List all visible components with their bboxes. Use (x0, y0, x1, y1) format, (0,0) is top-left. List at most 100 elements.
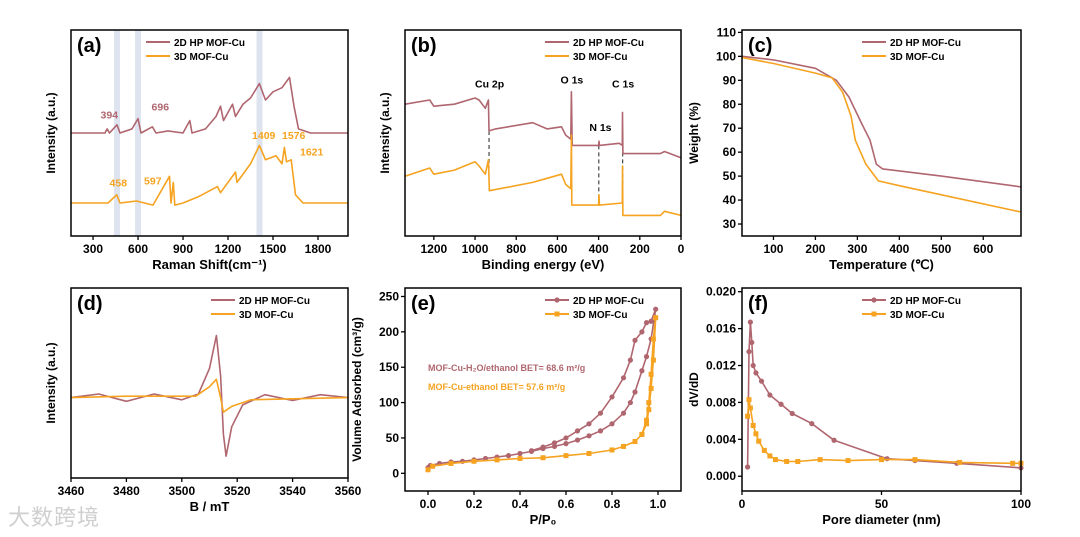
data-point (448, 460, 454, 466)
y-axis-label: Intensity (a.u.) (378, 92, 392, 173)
y-tick-label: 0.012 (706, 359, 736, 373)
annotation-label: N 1s (589, 122, 611, 134)
panel-label: (c) (748, 35, 772, 57)
y-tick-label: 200 (379, 325, 399, 339)
x-tick-label: 3480 (113, 484, 140, 498)
legend-label: 3D MOF-Cu (573, 310, 627, 321)
chart-panel-f: 0 50 100 0.000 0.004 0.008 0.012 0.016 0.020 Pore… (687, 285, 1031, 527)
data-point (744, 464, 751, 470)
y-tick-label: 30 (723, 217, 737, 231)
x-tick-label: 1000 (462, 242, 489, 256)
x-tick-label: 3540 (279, 484, 306, 498)
highlight-band (135, 30, 142, 236)
legend-label: 3D MOF-Cu (174, 52, 228, 63)
annotation-label: 458 (110, 178, 128, 190)
x-tick-label: 3520 (224, 484, 251, 498)
data-point (620, 375, 627, 381)
series-line-3d-mof-cu (404, 134, 682, 217)
highlight-band (114, 30, 121, 236)
x-tick-label: 3500 (168, 484, 195, 498)
x-tick-label: 900 (173, 242, 193, 256)
data-point (778, 401, 784, 407)
data-point (540, 455, 546, 461)
y-tick-label: 100 (716, 49, 736, 63)
x-tick-label: 400 (889, 242, 909, 256)
data-point (609, 421, 615, 427)
data-point (528, 448, 535, 454)
data-point (750, 362, 756, 369)
x-tick-label: 0.2 (466, 497, 483, 511)
x-axis-label: Pore diameter (nm) (822, 512, 940, 527)
data-point (809, 421, 815, 427)
chart-panel-c: 100 200 300 400 500 600 30 40 50 60 70 80 90 100 110 Te… (687, 25, 1022, 272)
data-point (639, 329, 645, 335)
data-point (632, 438, 638, 444)
data-point (749, 339, 755, 346)
x-tick-label: 1.0 (650, 497, 667, 511)
y-tick-label: 0.020 (706, 285, 736, 299)
y-tick-label: 0.008 (706, 395, 736, 409)
data-point (430, 463, 436, 469)
data-point (644, 421, 649, 427)
data-point (761, 447, 767, 453)
data-point (650, 336, 656, 342)
legend-label: 3D MOF-Cu (239, 310, 293, 321)
x-tick-label: 3460 (58, 484, 85, 498)
y-tick-label: 0.016 (706, 322, 736, 336)
data-point (746, 349, 752, 355)
y-tick-label: 40 (723, 193, 737, 207)
x-tick-label: 100 (763, 242, 783, 256)
data-point (646, 400, 652, 406)
data-point (494, 457, 500, 463)
data-point (563, 453, 569, 459)
data-point (648, 371, 654, 377)
x-tick-label: 100 (1011, 497, 1031, 511)
data-point (563, 441, 569, 447)
legend-label: 2D HP MOF-Cu (890, 38, 961, 49)
data-point (643, 320, 650, 326)
data-point (746, 397, 752, 403)
data-point (795, 458, 801, 464)
data-point (767, 453, 773, 459)
data-point (767, 392, 773, 398)
data-point (747, 405, 753, 411)
data-point (563, 435, 569, 441)
annotation-label: 1409 (252, 130, 276, 142)
panel-label: (b) (411, 35, 437, 57)
y-tick-label: 110 (717, 25, 737, 39)
legend-marker (871, 311, 877, 317)
annotation-label: 597 (144, 176, 162, 188)
x-tick-label: 1200 (215, 242, 242, 256)
x-tick-label: 600 (128, 242, 148, 256)
data-point (586, 451, 592, 457)
y-axis-label: Intensity (a.u.) (44, 342, 58, 423)
data-point (425, 467, 431, 473)
x-tick-label: 500 (931, 242, 951, 256)
series-line-3d-mof-cu (427, 316, 657, 471)
chart-panel-a: 300 600 900 1200 1500 1800 Raman Shift(cm⁻¹) In… (44, 29, 349, 272)
legend-marker (554, 297, 560, 303)
plot-frame (70, 29, 349, 237)
plot-frame (70, 287, 349, 479)
annotation-label: Cu 2p (475, 79, 504, 91)
data-point (753, 431, 759, 437)
data-point (632, 389, 638, 395)
data-point (650, 357, 656, 363)
legend-label: 3D MOF-Cu (890, 310, 944, 321)
x-tick-label: 3560 (335, 484, 362, 498)
panel-label: (f) (748, 293, 768, 315)
data-point (912, 457, 918, 463)
legend-marker (871, 297, 877, 303)
data-point (831, 437, 837, 443)
x-tick-label: 1800 (305, 242, 332, 256)
series-line-3d-mof-cu (741, 56, 1022, 213)
annotation-label: O 1s (561, 75, 584, 87)
data-point (756, 438, 762, 444)
series-line-3d-mof-cu (71, 144, 348, 206)
data-point (772, 457, 778, 463)
data-point (471, 458, 477, 464)
data-point (817, 457, 823, 463)
x-tick-label: 600 (973, 242, 993, 256)
data-point (643, 354, 650, 360)
